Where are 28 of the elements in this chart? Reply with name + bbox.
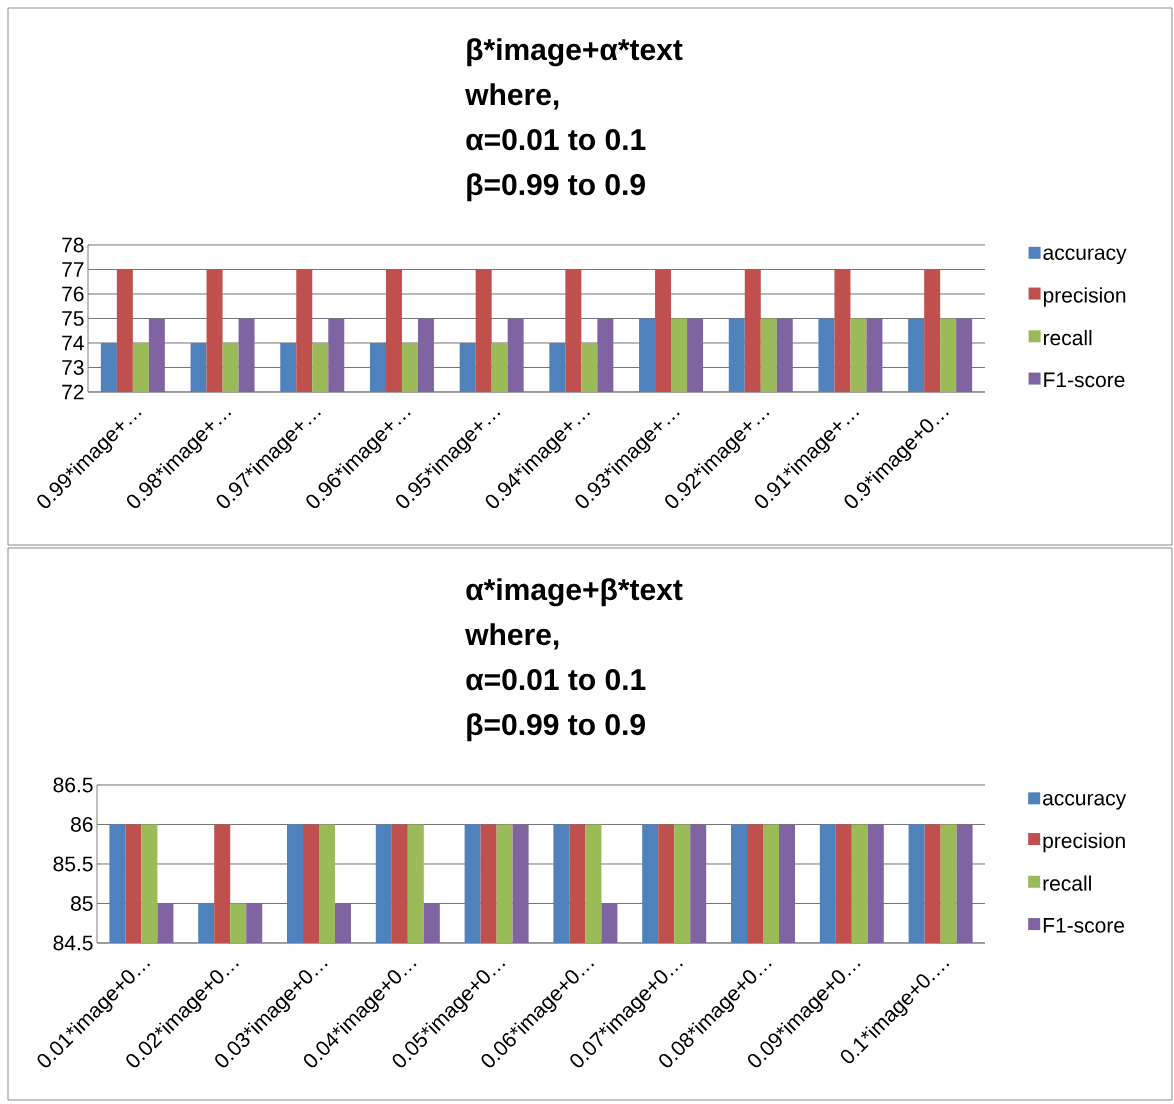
y-tick-label: 86 xyxy=(71,817,93,832)
y-tick-label: 84.5 xyxy=(53,935,93,951)
text: β=0.99 to 0.9 xyxy=(467,713,645,742)
y-tick-label: 86.5 xyxy=(53,777,93,793)
chart-subtitle: where, xyxy=(465,83,559,110)
legend-label: precision xyxy=(1043,832,1125,853)
legend-label: F1-score xyxy=(1044,372,1125,388)
y-tick-label: 85 xyxy=(71,896,93,911)
legend-label: F1-score xyxy=(1043,918,1125,933)
legend-label: recall xyxy=(1043,875,1091,891)
legend-label: precision xyxy=(1043,287,1126,307)
legend-label: accuracy xyxy=(1043,793,1127,810)
y-tick-label: 74 xyxy=(62,335,84,351)
y-tick-label: 76 xyxy=(62,286,84,302)
y-tick-label: 73 xyxy=(62,360,84,375)
y-tick-label: 78 xyxy=(62,237,84,253)
legend-label: accuracy xyxy=(1043,248,1127,265)
y-tick-label: 75 xyxy=(62,311,84,326)
chart-title: β*image+α*text xyxy=(467,38,683,67)
y-tick-label: 72 xyxy=(62,384,84,400)
y-tick-label: 77 xyxy=(62,262,84,277)
y-tick-label: 85.5 xyxy=(53,856,93,872)
text: α=0.01 to 0.1 xyxy=(466,668,646,691)
chart-title: α*image+β*text xyxy=(466,578,683,607)
text: α=0.01 to 0.1 xyxy=(466,128,646,151)
legend-label: recall xyxy=(1043,329,1092,346)
chart-subtitle: where, xyxy=(465,623,559,650)
text: β=0.99 to 0.9 xyxy=(467,173,645,202)
